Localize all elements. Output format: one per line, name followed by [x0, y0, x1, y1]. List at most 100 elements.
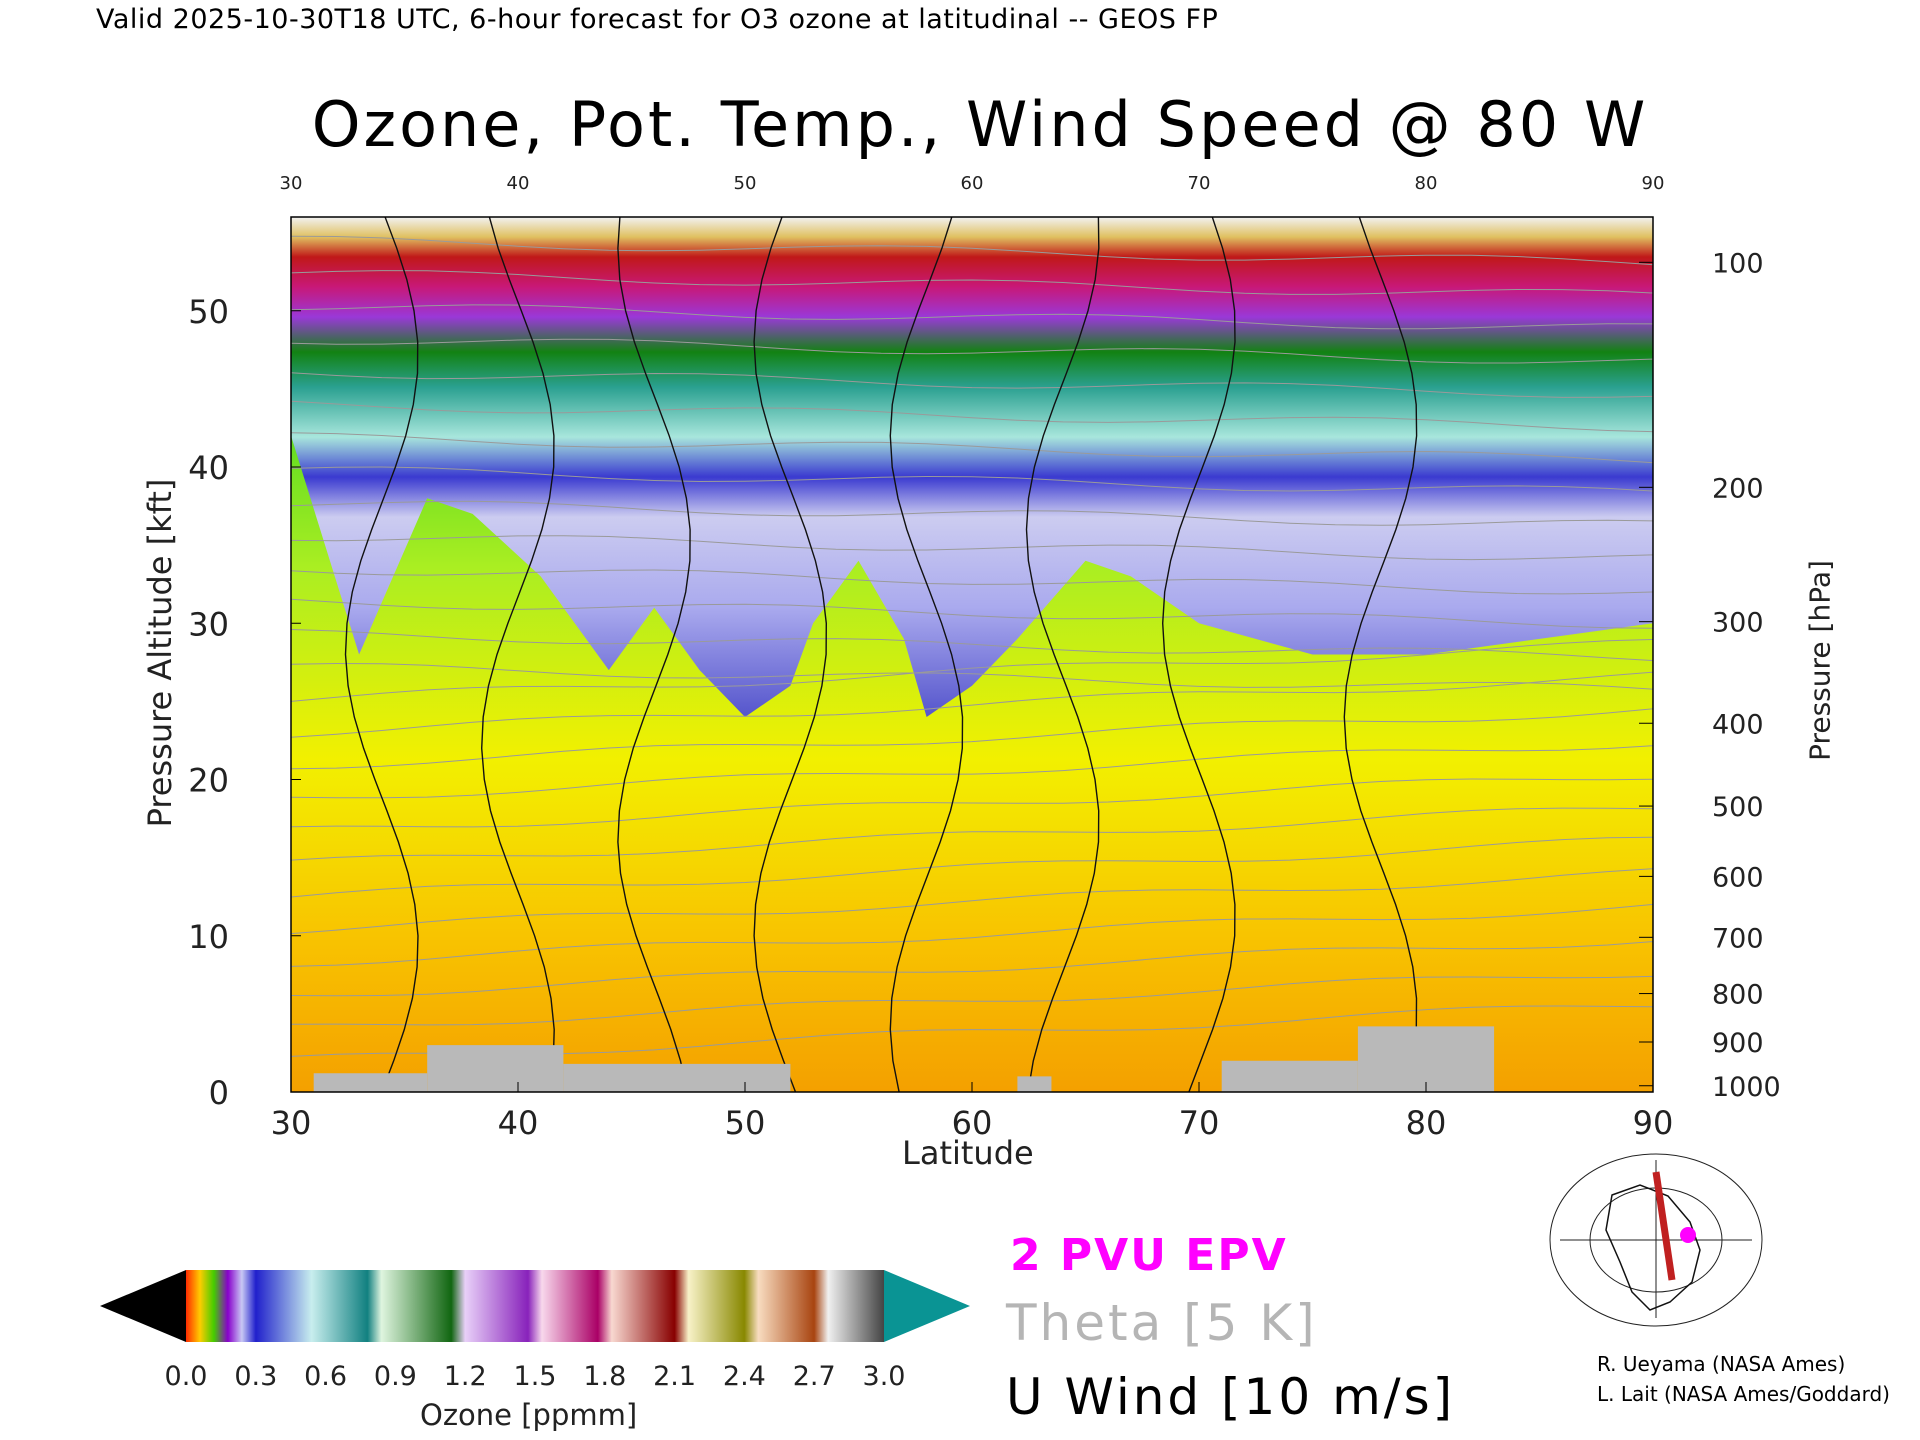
colorbar-tick-label: 0.6 [304, 1361, 347, 1392]
colorbar [186, 1270, 884, 1342]
theta-contour [291, 662, 1653, 690]
theta-contour [291, 868, 1653, 935]
pressure-tick-label: 500 [1712, 792, 1764, 823]
colorbar-tick-label: 0.3 [234, 1361, 277, 1392]
wind-contour [753, 217, 828, 1092]
y-tick-label: 40 [188, 449, 229, 487]
pressure-tick-label: 700 [1712, 923, 1764, 954]
tick-marks [290, 261, 1654, 1093]
wind-contour [480, 217, 555, 1092]
colorbar-ticks: 0.0 0.3 0.6 0.9 1.2 1.5 1.8 2.1 2.4 2.7 3.0 [165, 1361, 906, 1392]
x-tick-label: 30 [271, 1104, 312, 1142]
terrain-mask [313, 1026, 1495, 1092]
x-tick-label: 40 [498, 1104, 539, 1142]
pressure-tick-label: 200 [1712, 473, 1764, 504]
x-tick-label: 80 [1406, 1104, 1447, 1142]
pressure-tick-label: 300 [1712, 608, 1764, 639]
colorbar-tick-label: 3.0 [863, 1361, 906, 1392]
y-tick-labels: 0 10 20 30 40 50 [188, 293, 229, 1112]
theta-contour [291, 807, 1653, 861]
forecast-header: Valid 2025-10-30T18 UTC, 6-hour forecast… [96, 4, 1219, 35]
y-tick-label: 50 [188, 293, 229, 331]
colorbar-low-arrow [100, 1270, 186, 1342]
pressure-tick-label: 600 [1712, 862, 1764, 893]
chart-title: Ozone, Pot. Temp., Wind Speed @ 80 W [311, 88, 1649, 161]
credit-line-2: L. Lait (NASA Ames/Goddard) [1597, 1382, 1890, 1406]
theta-contour [291, 639, 1653, 702]
wind-contour [1161, 217, 1236, 1092]
colorbar-tick-label: 1.8 [583, 1361, 626, 1392]
theta-contour [291, 400, 1653, 433]
pressure-tick-label: 900 [1712, 1028, 1764, 1059]
wind-contour [1025, 217, 1100, 1092]
theta-contour [291, 598, 1653, 629]
x-axis-title: Latitude [902, 1134, 1034, 1172]
terrain-block [427, 1045, 564, 1092]
theta-contour [291, 500, 1653, 526]
y2-axis-title: Pressure [hPa] [1803, 560, 1837, 761]
credit-line-1: R. Ueyama (NASA Ames) [1597, 1352, 1846, 1376]
colorbar-tick-label: 1.5 [514, 1361, 557, 1392]
y-tick-label: 0 [209, 1074, 229, 1112]
theta-contour [291, 304, 1653, 330]
terrain-block [1221, 1060, 1358, 1092]
locator-map [1549, 1153, 1763, 1327]
theta-contour [291, 466, 1653, 492]
x-top-tick-label: 60 [961, 173, 984, 194]
theta-contour [291, 569, 1653, 595]
legend-epv: 2 PVU EPV [1010, 1230, 1288, 1281]
terrain-block [313, 1073, 428, 1092]
colorbar-tick-label: 2.1 [653, 1361, 696, 1392]
colorbar-tick-label: 0.0 [165, 1361, 208, 1392]
pressure-tick-labels: 100 200 300 400 500 600 700 800 900 1000 [1712, 248, 1781, 1102]
colorbar-tick-label: 0.9 [374, 1361, 417, 1392]
x-top-tick-label: 80 [1415, 173, 1438, 194]
theta-contour [291, 535, 1653, 561]
theta-contour [291, 836, 1653, 898]
x-tick-label: 70 [1179, 1104, 1220, 1142]
wind-contour [617, 217, 691, 1092]
theta-contour [291, 235, 1653, 266]
y-tick-label: 20 [188, 762, 229, 800]
theta-contour [291, 903, 1653, 967]
x-tick-labels: 30 40 50 60 70 80 90 [271, 1104, 1674, 1142]
pressure-tick-label: 1000 [1712, 1072, 1781, 1103]
stratosphere-fill [291, 217, 1653, 717]
theta-contour [291, 671, 1653, 738]
colorbar-tick-label: 2.7 [793, 1361, 836, 1392]
colorbar-high-arrow [884, 1270, 970, 1342]
theta-contour [291, 745, 1653, 799]
theta-contours [291, 235, 1653, 1057]
pressure-tick-label: 100 [1712, 248, 1764, 279]
x-tick-label: 60 [952, 1104, 993, 1142]
y-tick-label: 10 [188, 918, 229, 956]
theta-contour [291, 338, 1653, 364]
x-top-tick-label: 30 [280, 173, 303, 194]
wind-contour [1343, 217, 1418, 1092]
terrain-block [1017, 1076, 1052, 1092]
theta-contour [291, 372, 1653, 398]
wind-contour [344, 217, 419, 1092]
pressure-tick-label: 800 [1712, 980, 1764, 1011]
pressure-tick-label: 400 [1712, 709, 1764, 740]
legend-wind: U Wind [10 m/s] [1006, 1368, 1456, 1426]
theta-contour [291, 778, 1653, 828]
colorbar-tick-label: 2.4 [723, 1361, 766, 1392]
x-top-tick-label: 40 [507, 173, 530, 194]
x-top-tick-label: 90 [1642, 173, 1665, 194]
north-america-outline [1605, 1184, 1701, 1311]
colorbar-tick-label: 1.2 [444, 1361, 487, 1392]
location-marker [1680, 1227, 1696, 1243]
y-tick-label: 30 [188, 605, 229, 643]
theta-contour [291, 629, 1653, 661]
x-top-tick-label: 70 [1188, 173, 1211, 194]
y-axis-title: Pressure Altitude [kft] [141, 478, 179, 828]
wind-contours [344, 217, 1418, 1092]
x-top-tick-labels: 30 40 50 60 70 80 90 [280, 173, 1665, 194]
x-tick-label: 90 [1633, 1104, 1674, 1142]
theta-contour [291, 941, 1653, 997]
x-top-tick-label: 50 [734, 173, 757, 194]
terrain-block [563, 1063, 791, 1092]
theta-contour [291, 270, 1653, 295]
